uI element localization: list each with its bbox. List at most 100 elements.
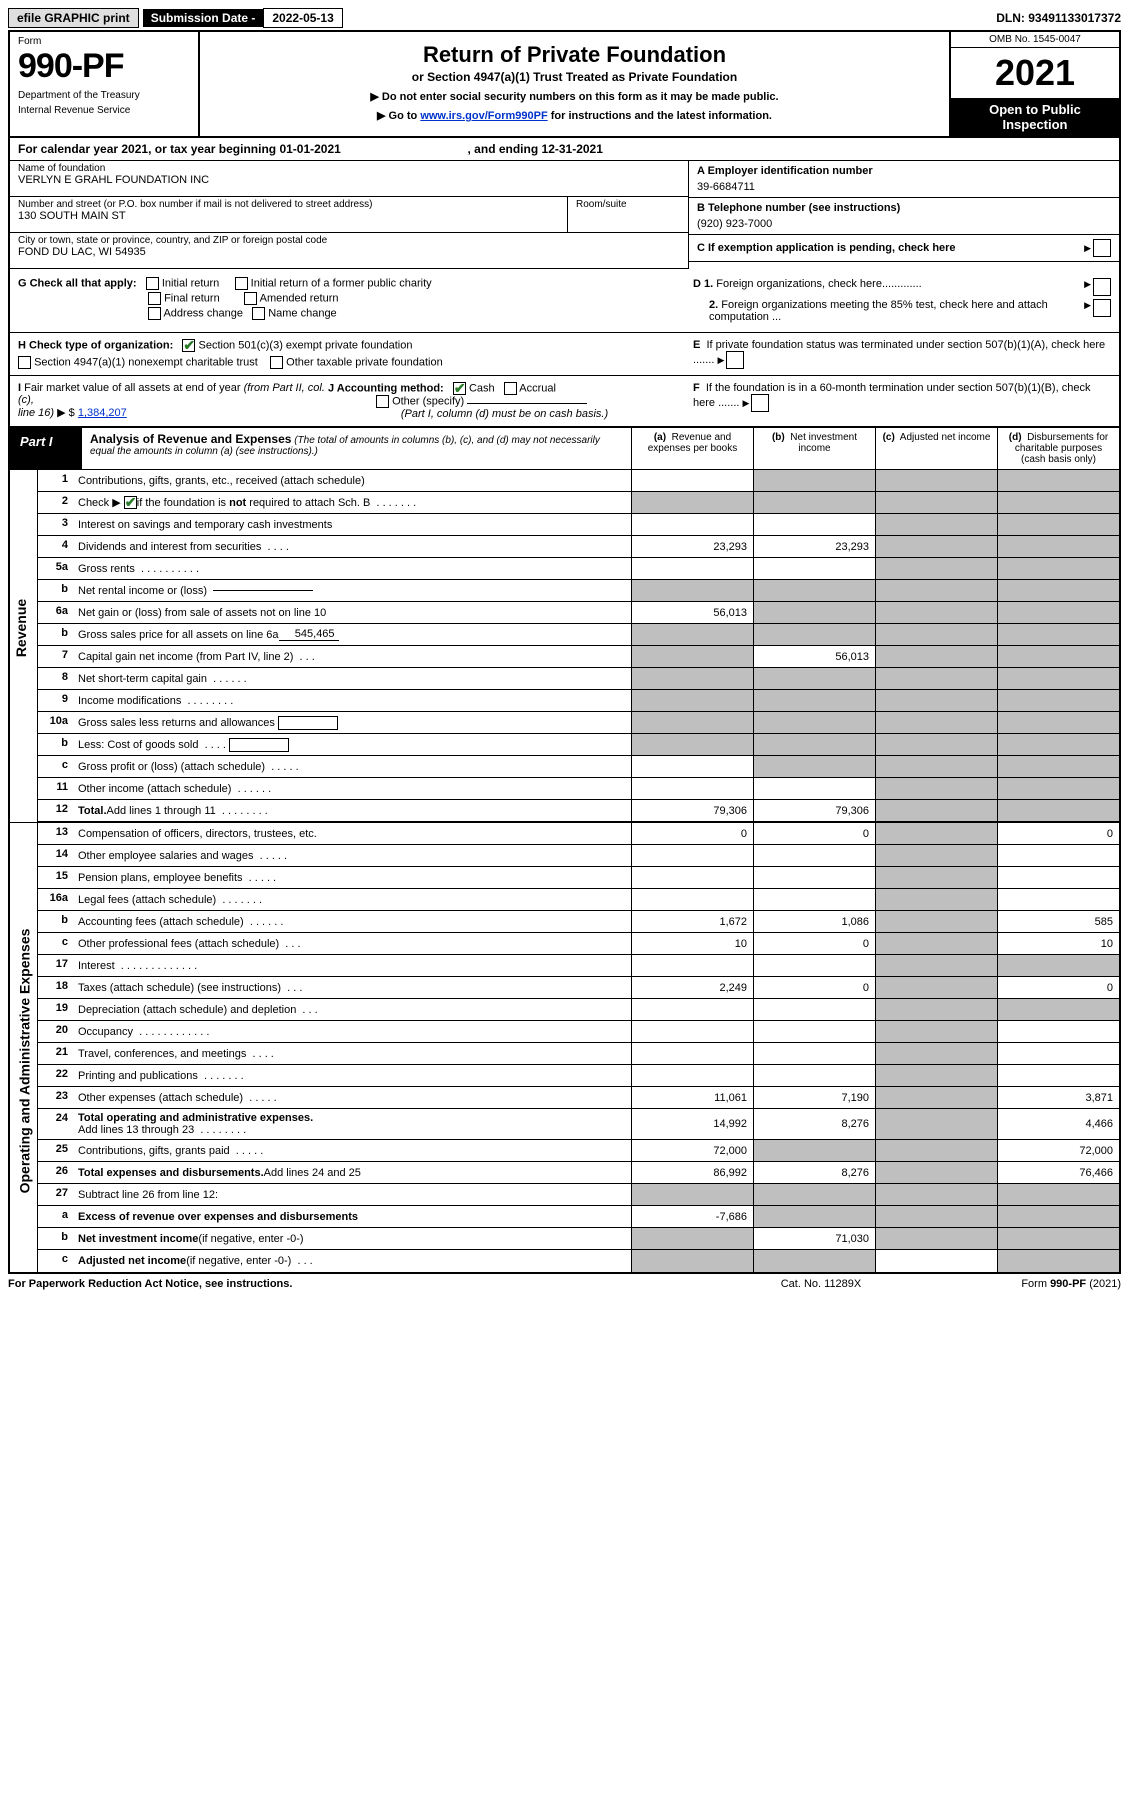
fmv-value[interactable]: 1,384,207	[78, 407, 127, 419]
expenses-sidelabel: Operating and Administrative Expenses	[10, 823, 38, 1272]
name-change-checkbox[interactable]	[252, 307, 265, 320]
row-23-a: 11,061	[631, 1087, 753, 1108]
addr-value: 130 SOUTH MAIN ST	[18, 210, 559, 222]
c-cell: C If exemption application is pending, c…	[689, 235, 1119, 262]
row-24-b: 8,276	[753, 1109, 875, 1139]
row-12-label: Total. Add lines 1 through 11 . . . . . …	[72, 800, 631, 821]
initial-former-checkbox[interactable]	[235, 277, 248, 290]
part1-header: Part I Analysis of Revenue and Expenses …	[10, 428, 1119, 470]
c-arrow-icon	[1084, 242, 1093, 254]
d1-checkbox[interactable]	[1093, 278, 1111, 296]
instruction-1: ▶ Do not enter social security numbers o…	[212, 90, 937, 103]
row-27a-label: Excess of revenue over expenses and disb…	[72, 1206, 631, 1227]
expenses-grid: Operating and Administrative Expenses 13…	[10, 822, 1119, 1272]
g-right: D 1. Foreign organizations, check here..…	[681, 275, 1111, 326]
form-subtitle: or Section 4947(a)(1) Trust Treated as P…	[212, 70, 937, 84]
501c3-checkbox[interactable]	[182, 339, 195, 352]
phone-value: (920) 923-7000	[697, 214, 1111, 230]
e-arrow-icon	[717, 354, 726, 366]
d2-checkbox[interactable]	[1093, 299, 1111, 317]
c-checkbox[interactable]	[1093, 239, 1111, 257]
row-26-b: 8,276	[753, 1162, 875, 1183]
city-cell: City or town, state or province, country…	[10, 233, 689, 269]
row-16b-a: 1,672	[631, 911, 753, 932]
4947-checkbox[interactable]	[18, 356, 31, 369]
row-13-label: Compensation of officers, directors, tru…	[72, 823, 631, 844]
form-header: Form 990-PF Department of the Treasury I…	[10, 32, 1119, 138]
e-checkbox[interactable]	[726, 351, 744, 369]
other-taxable-checkbox[interactable]	[270, 356, 283, 369]
cash-checkbox[interactable]	[453, 382, 466, 395]
instruction-2: ▶ Go to www.irs.gov/Form990PF for instru…	[212, 109, 937, 122]
row-6b-label: Gross sales price for all assets on line…	[72, 624, 631, 645]
row-16b-d: 585	[997, 911, 1119, 932]
row-27a-a: -7,686	[631, 1206, 753, 1227]
row-2-label: Check ▶ if the foundation is not require…	[72, 492, 631, 513]
revenue-grid: Revenue 1Contributions, gifts, grants, e…	[10, 470, 1119, 822]
row-4-label: Dividends and interest from securities .…	[72, 536, 631, 557]
row-12-b: 79,306	[753, 800, 875, 821]
initial-return-label: Initial return	[162, 277, 219, 289]
amended-return-checkbox[interactable]	[244, 292, 257, 305]
id-left: Name of foundation VERLYN E GRAHL FOUNDA…	[10, 161, 689, 269]
amended-return-label: Amended return	[260, 292, 339, 304]
name-value: VERLYN E GRAHL FOUNDATION INC	[18, 174, 680, 186]
row-24-label: Total operating and administrative expen…	[72, 1109, 631, 1139]
city-value: FOND DU LAC, WI 54935	[18, 246, 680, 258]
section-h: H Check type of organization: Section 50…	[10, 333, 1119, 376]
cash-basis-note: (Part I, column (d) must be on cash basi…	[401, 408, 608, 420]
inst2-post: for instructions and the latest informat…	[551, 110, 772, 122]
header-left: Form 990-PF Department of the Treasury I…	[10, 32, 200, 136]
inst2-pre: ▶ Go to	[377, 110, 420, 122]
header-middle: Return of Private Foundation or Section …	[200, 32, 949, 136]
ein-label: A Employer identification number	[697, 165, 1111, 177]
revenue-sidelabel: Revenue	[10, 470, 38, 822]
address-change-checkbox[interactable]	[148, 307, 161, 320]
row-16b-label: Accounting fees (attach schedule) . . . …	[72, 911, 631, 932]
row-26-a: 86,992	[631, 1162, 753, 1183]
h-label: H Check type of organization:	[18, 339, 173, 351]
c-label: C If exemption application is pending, c…	[697, 242, 1084, 254]
final-return-checkbox[interactable]	[148, 292, 161, 305]
submission-label-a: Submission Date -	[143, 9, 264, 27]
other-taxable-label: Other taxable private foundation	[286, 356, 443, 368]
row-4-a: 23,293	[631, 536, 753, 557]
d1-arrow-icon	[1084, 278, 1093, 290]
room-label: Room/suite	[568, 197, 688, 232]
form-outer: Form 990-PF Department of the Treasury I…	[8, 30, 1121, 1274]
dln: DLN: 93491133017372	[996, 11, 1121, 25]
f-checkbox[interactable]	[751, 394, 769, 412]
row-24-d: 4,466	[997, 1109, 1119, 1139]
form990pf-link[interactable]: www.irs.gov/Form990PF	[420, 110, 547, 122]
row-7-label: Capital gain net income (from Part IV, l…	[72, 646, 631, 667]
i-right: F If the foundation is in a 60-month ter…	[681, 382, 1111, 420]
g-left: G Check all that apply: Initial return I…	[18, 275, 681, 326]
row-10a-label: Gross sales less returns and allowances	[72, 712, 631, 733]
row-14-label: Other employee salaries and wages . . . …	[72, 845, 631, 866]
initial-return-checkbox[interactable]	[146, 277, 159, 290]
schb-checkbox[interactable]	[124, 496, 137, 509]
row-16c-b: 0	[753, 933, 875, 954]
omb-number: OMB No. 1545-0047	[951, 32, 1119, 48]
top-bar: efile GRAPHIC print Submission Date - 20…	[8, 8, 1121, 28]
other-method-checkbox[interactable]	[376, 395, 389, 408]
addr-label: Number and street (or P.O. box number if…	[18, 199, 559, 210]
addr-cell: Number and street (or P.O. box number if…	[10, 197, 689, 233]
4947-label: Section 4947(a)(1) nonexempt charitable …	[34, 356, 258, 368]
accrual-checkbox[interactable]	[504, 382, 517, 395]
row-6a-a: 56,013	[631, 602, 753, 623]
form-word: Form	[18, 36, 190, 47]
row-11-label: Other income (attach schedule) . . . . .…	[72, 778, 631, 799]
row-22-label: Printing and publications . . . . . . .	[72, 1065, 631, 1086]
efile-badge: efile GRAPHIC print	[8, 8, 139, 28]
row-1-label: Contributions, gifts, grants, etc., rece…	[72, 470, 631, 491]
col-a-header: (a) Revenue and expenses per books	[631, 428, 753, 469]
row-18-d: 0	[997, 977, 1119, 998]
section-i: I Fair market value of all assets at end…	[10, 376, 1119, 428]
row-13-a: 0	[631, 823, 753, 844]
row-5b-label: Net rental income or (loss)	[72, 580, 631, 601]
phone-label: B Telephone number (see instructions)	[697, 202, 1111, 214]
footer-mid: Cat. No. 11289X	[721, 1278, 921, 1290]
header-right: OMB No. 1545-0047 2021 Open to Public In…	[949, 32, 1119, 136]
row-8-label: Net short-term capital gain . . . . . .	[72, 668, 631, 689]
